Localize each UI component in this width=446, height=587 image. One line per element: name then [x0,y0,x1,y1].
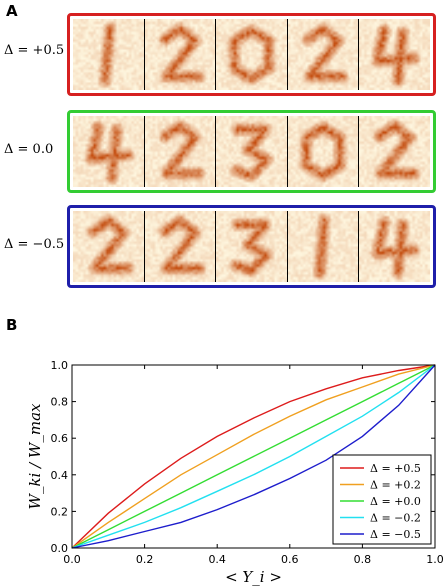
digit-heatmap-cell [73,211,145,282]
digit-heatmap-cell [216,19,288,90]
digit-row-frame [67,13,436,96]
x-tick-label: 0.0 [63,553,81,566]
y-tick-label: 1.0 [51,359,69,372]
digit-heatmap-image [144,19,216,90]
digit-heatmap-cell [359,211,430,282]
legend-entry: Δ = +0.0 [370,495,421,508]
digit-heatmap-image [359,211,430,282]
panel-b-letter: B [6,316,18,334]
series-line [71,364,436,549]
digit-heatmap-cell [359,116,430,187]
digit-heatmap-cell [73,19,145,90]
digit-heatmap-cell [144,211,217,282]
x-tick-label: 0.6 [281,553,299,566]
y-tick-label: 0.6 [51,432,69,445]
plot-frame [71,364,436,549]
row-label: Δ = +0.5 [4,43,65,58]
row-label: Δ = −0.5 [4,237,65,252]
x-tick-label: 0.8 [354,553,372,566]
digit-heatmap-cell [287,19,360,90]
digit-heatmap-image [216,116,287,187]
digit-heatmap-image [287,116,359,187]
panel-a-letter: A [6,2,18,20]
digit-heatmap-image [287,19,359,90]
legend-entry: Δ = −0.5 [370,528,421,541]
y-tick-label: 0.8 [51,396,69,409]
digit-row-frame [67,110,436,193]
digit-heatmap-cell [73,116,145,187]
x-tick-label: 0.2 [136,553,154,566]
digit-heatmap-cell [144,116,217,187]
y-tick-label: 0.0 [51,542,69,555]
digit-heatmap-cell [359,19,430,90]
legend-entry: Δ = +0.2 [370,479,421,492]
y-tick-label: 0.4 [51,469,69,482]
series-line [71,364,436,549]
x-tick-label: 1.0 [426,553,444,566]
digit-heatmap-image [144,211,216,282]
y-axis-label: W_ki / W_max [26,403,44,509]
digit-heatmap-image [144,116,216,187]
row-label: Δ = 0.0 [4,142,54,157]
series-line [71,364,436,549]
digit-heatmap-image [287,211,359,282]
digit-heatmap-cell [287,211,360,282]
legend-entry: Δ = +0.5 [370,462,421,475]
digit-heatmap-image [73,116,144,187]
digit-row-frame [67,205,436,288]
digit-heatmap-image [359,116,430,187]
x-axis-label: < Y_i > [225,568,282,586]
digit-heatmap-image [73,211,144,282]
digit-heatmap-image [359,19,430,90]
digit-heatmap-image [216,211,287,282]
series-line [71,364,436,549]
digit-heatmap-cell [144,19,217,90]
legend-box [332,454,432,545]
x-tick-label: 0.4 [208,553,226,566]
legend-entry: Δ = −0.2 [370,512,421,525]
y-tick-label: 0.2 [51,505,69,518]
digit-heatmap-cell [287,116,360,187]
digit-heatmap-image [216,19,287,90]
digit-heatmap-cell [216,211,288,282]
digit-heatmap-image [73,19,144,90]
series-line [71,364,436,549]
digit-heatmap-cell [216,116,288,187]
